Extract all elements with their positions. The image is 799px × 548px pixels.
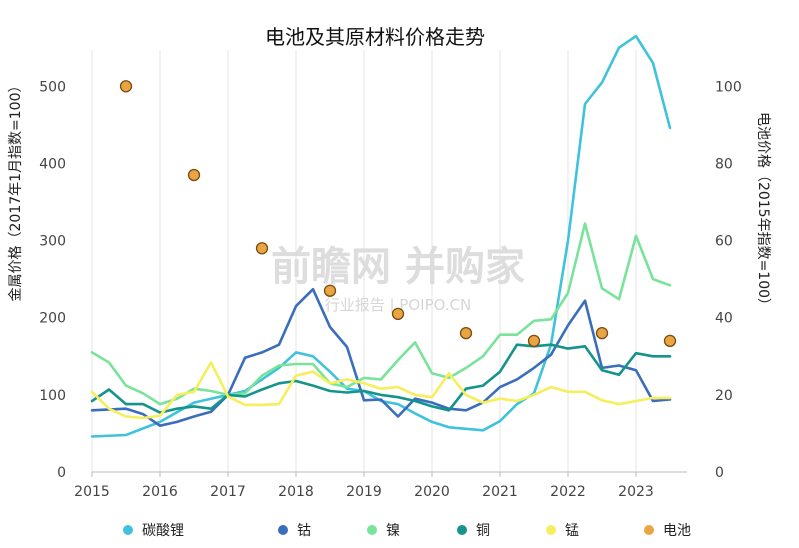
x-tick-label-2020: 2020	[414, 484, 450, 500]
battery-point	[255, 242, 269, 255]
left-y-tick-400: 400	[39, 156, 66, 172]
right-y-tick-0: 0	[715, 465, 724, 481]
legend-manganese-swatch	[546, 525, 556, 535]
watermark-sub-text: 行业报告 | POIPO.CN	[325, 296, 472, 314]
legend-cobalt-swatch	[278, 525, 288, 535]
legend-nickel-swatch	[367, 525, 377, 535]
battery-point	[527, 334, 541, 348]
legend-copper-swatch	[457, 525, 467, 535]
x-axis-ticks: 2015 2016 2017 2018 2019 2020 2021 2022 2023	[74, 472, 654, 500]
x-tick-label-2023: 2023	[618, 484, 654, 500]
x-tick-label-2018: 2018	[278, 484, 314, 500]
lithium-carbonate-line	[90, 34, 672, 438]
battery-point	[459, 326, 473, 340]
x-tick-label-2021: 2021	[482, 484, 518, 500]
x-tick-label-2016: 2016	[142, 484, 178, 500]
battery-point	[323, 284, 337, 297]
left-y-tick-0: 0	[57, 465, 66, 481]
battery-point	[663, 334, 677, 348]
legend-battery-swatch	[644, 525, 654, 535]
manganese-line	[90, 361, 672, 420]
x-tick-label-2015: 2015	[74, 484, 110, 500]
x-tick-label-2019: 2019	[346, 484, 382, 500]
legend: 碳酸锂 钴 镍 铜 锰 电池	[123, 523, 691, 539]
watermark-main-text: 前瞻网 并购家	[271, 244, 525, 290]
battery-point	[595, 326, 609, 340]
right-y-axis-ticks: 0 20 40 60 80 100	[715, 79, 742, 481]
legend-manganese-label: 锰	[565, 523, 579, 539]
right-y-tick-20: 20	[715, 388, 733, 404]
legend-lithium-carbonate-swatch	[123, 525, 133, 535]
right-y-tick-60: 60	[715, 234, 733, 250]
series-layer	[90, 34, 672, 438]
right-y-tick-100: 100	[715, 79, 742, 95]
left-y-tick-200: 200	[39, 311, 66, 327]
watermark: 前瞻网 并购家 行业报告 | POIPO.CN	[271, 244, 525, 314]
legend-battery-label: 电池	[663, 523, 691, 539]
x-tick-label-2017: 2017	[210, 484, 246, 500]
left-y-tick-500: 500	[39, 79, 66, 95]
battery-point	[119, 80, 133, 93]
right-y-tick-40: 40	[715, 311, 733, 327]
left-y-tick-100: 100	[39, 388, 66, 404]
left-y-axis-title: 金属价格（2017年1月指数=100）	[8, 79, 24, 302]
legend-copper-label: 铜	[476, 523, 490, 539]
grid-lines	[91, 50, 637, 472]
left-y-axis-ticks: 0 100 200 300 400 500	[39, 79, 66, 481]
copper-line	[90, 343, 672, 414]
legend-cobalt-label: 钴	[297, 523, 311, 539]
chart-title: 电池及其原材料价格走势	[265, 25, 485, 49]
x-tick-label-2022: 2022	[550, 484, 586, 500]
legend-lithium-carbonate-label: 碳酸锂	[142, 523, 184, 539]
right-y-axis-title: 电池价格（2015年指数=100）	[755, 112, 771, 312]
battery-point	[187, 168, 201, 182]
left-y-tick-300: 300	[39, 234, 66, 250]
legend-nickel-label: 镍	[386, 523, 400, 539]
battery-marker-layer	[119, 80, 677, 348]
right-y-tick-80: 80	[715, 156, 733, 172]
cobalt-line	[90, 287, 672, 427]
battery-point	[391, 307, 405, 321]
